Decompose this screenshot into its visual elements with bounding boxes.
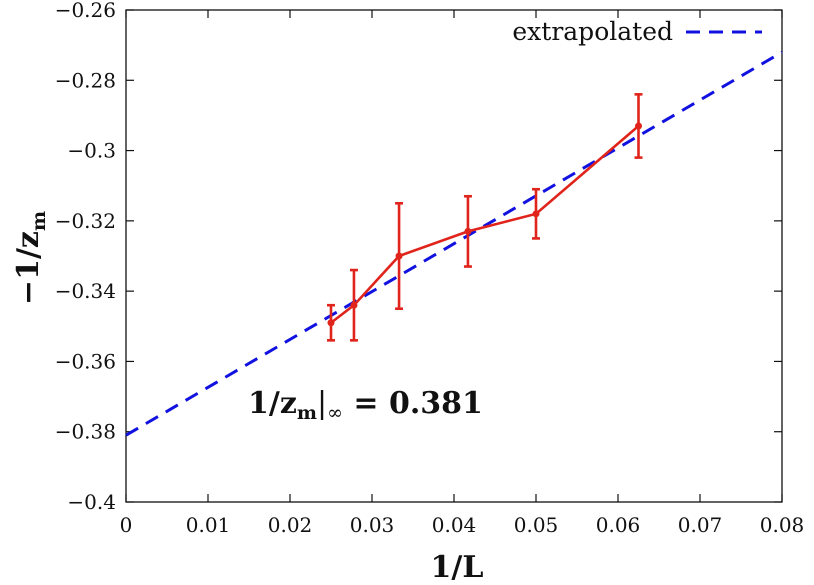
data-line xyxy=(330,124,640,324)
data-point xyxy=(327,319,335,327)
y-tick-label: −0.3 xyxy=(67,139,116,163)
extrapolated-line xyxy=(125,50,783,437)
y-axis-title: −1/zm xyxy=(11,211,50,305)
x-tick-label: 0.06 xyxy=(596,513,641,537)
y-axis-ticks: −0.4 −0.38 −0.36 −0.34 −0.32 −0.3 −0.28 −0.26 xyxy=(55,0,782,514)
annotation-main: 1/z xyxy=(248,386,297,421)
data-point xyxy=(395,252,403,260)
y-axis-title-main: −1/z xyxy=(11,231,46,305)
svg-text:−1/zm: −1/zm xyxy=(11,211,50,305)
x-tick-label: 0.03 xyxy=(350,513,395,537)
y-tick-label: −0.34 xyxy=(55,279,116,303)
data-point xyxy=(635,122,642,130)
x-axis-ticks: 0 0.01 0.02 0.03 0.04 0.05 0.06 0.07 0.08 xyxy=(120,10,805,537)
x-tick-label: 0.04 xyxy=(432,513,477,537)
y-axis-title-sub: m xyxy=(28,211,50,231)
annotation-value: = 0.381 xyxy=(343,386,483,421)
data-point xyxy=(532,210,540,218)
series-layer xyxy=(125,50,783,437)
x-tick-label: 0.08 xyxy=(760,513,805,537)
annotation-sub: m xyxy=(297,402,317,424)
y-tick-label: −0.4 xyxy=(67,490,116,514)
x-tick-label: 0.01 xyxy=(186,513,231,537)
y-tick-label: −0.26 xyxy=(55,0,116,22)
x-tick-label: 0.07 xyxy=(678,513,723,537)
x-tick-label: 0.05 xyxy=(514,513,559,537)
y-tick-label: −0.38 xyxy=(55,420,116,444)
data-point xyxy=(464,227,472,235)
annotation-bar: | xyxy=(317,386,327,421)
y-tick-label: −0.28 xyxy=(55,68,116,92)
data-point xyxy=(350,301,358,309)
extrapolation-annotation: 1/zm|∞ = 0.381 xyxy=(248,386,483,424)
legend-label: extrapolated xyxy=(512,17,673,46)
y-tick-label: −0.36 xyxy=(55,349,116,373)
annotation-sub2: ∞ xyxy=(327,402,343,424)
y-tick-label: −0.32 xyxy=(55,209,116,233)
x-tick-label: 0 xyxy=(120,513,133,537)
x-axis-title: 1/L xyxy=(431,550,484,585)
x-tick-label: 0.02 xyxy=(268,513,313,537)
legend: extrapolated xyxy=(512,17,762,46)
plot-frame xyxy=(125,9,783,503)
